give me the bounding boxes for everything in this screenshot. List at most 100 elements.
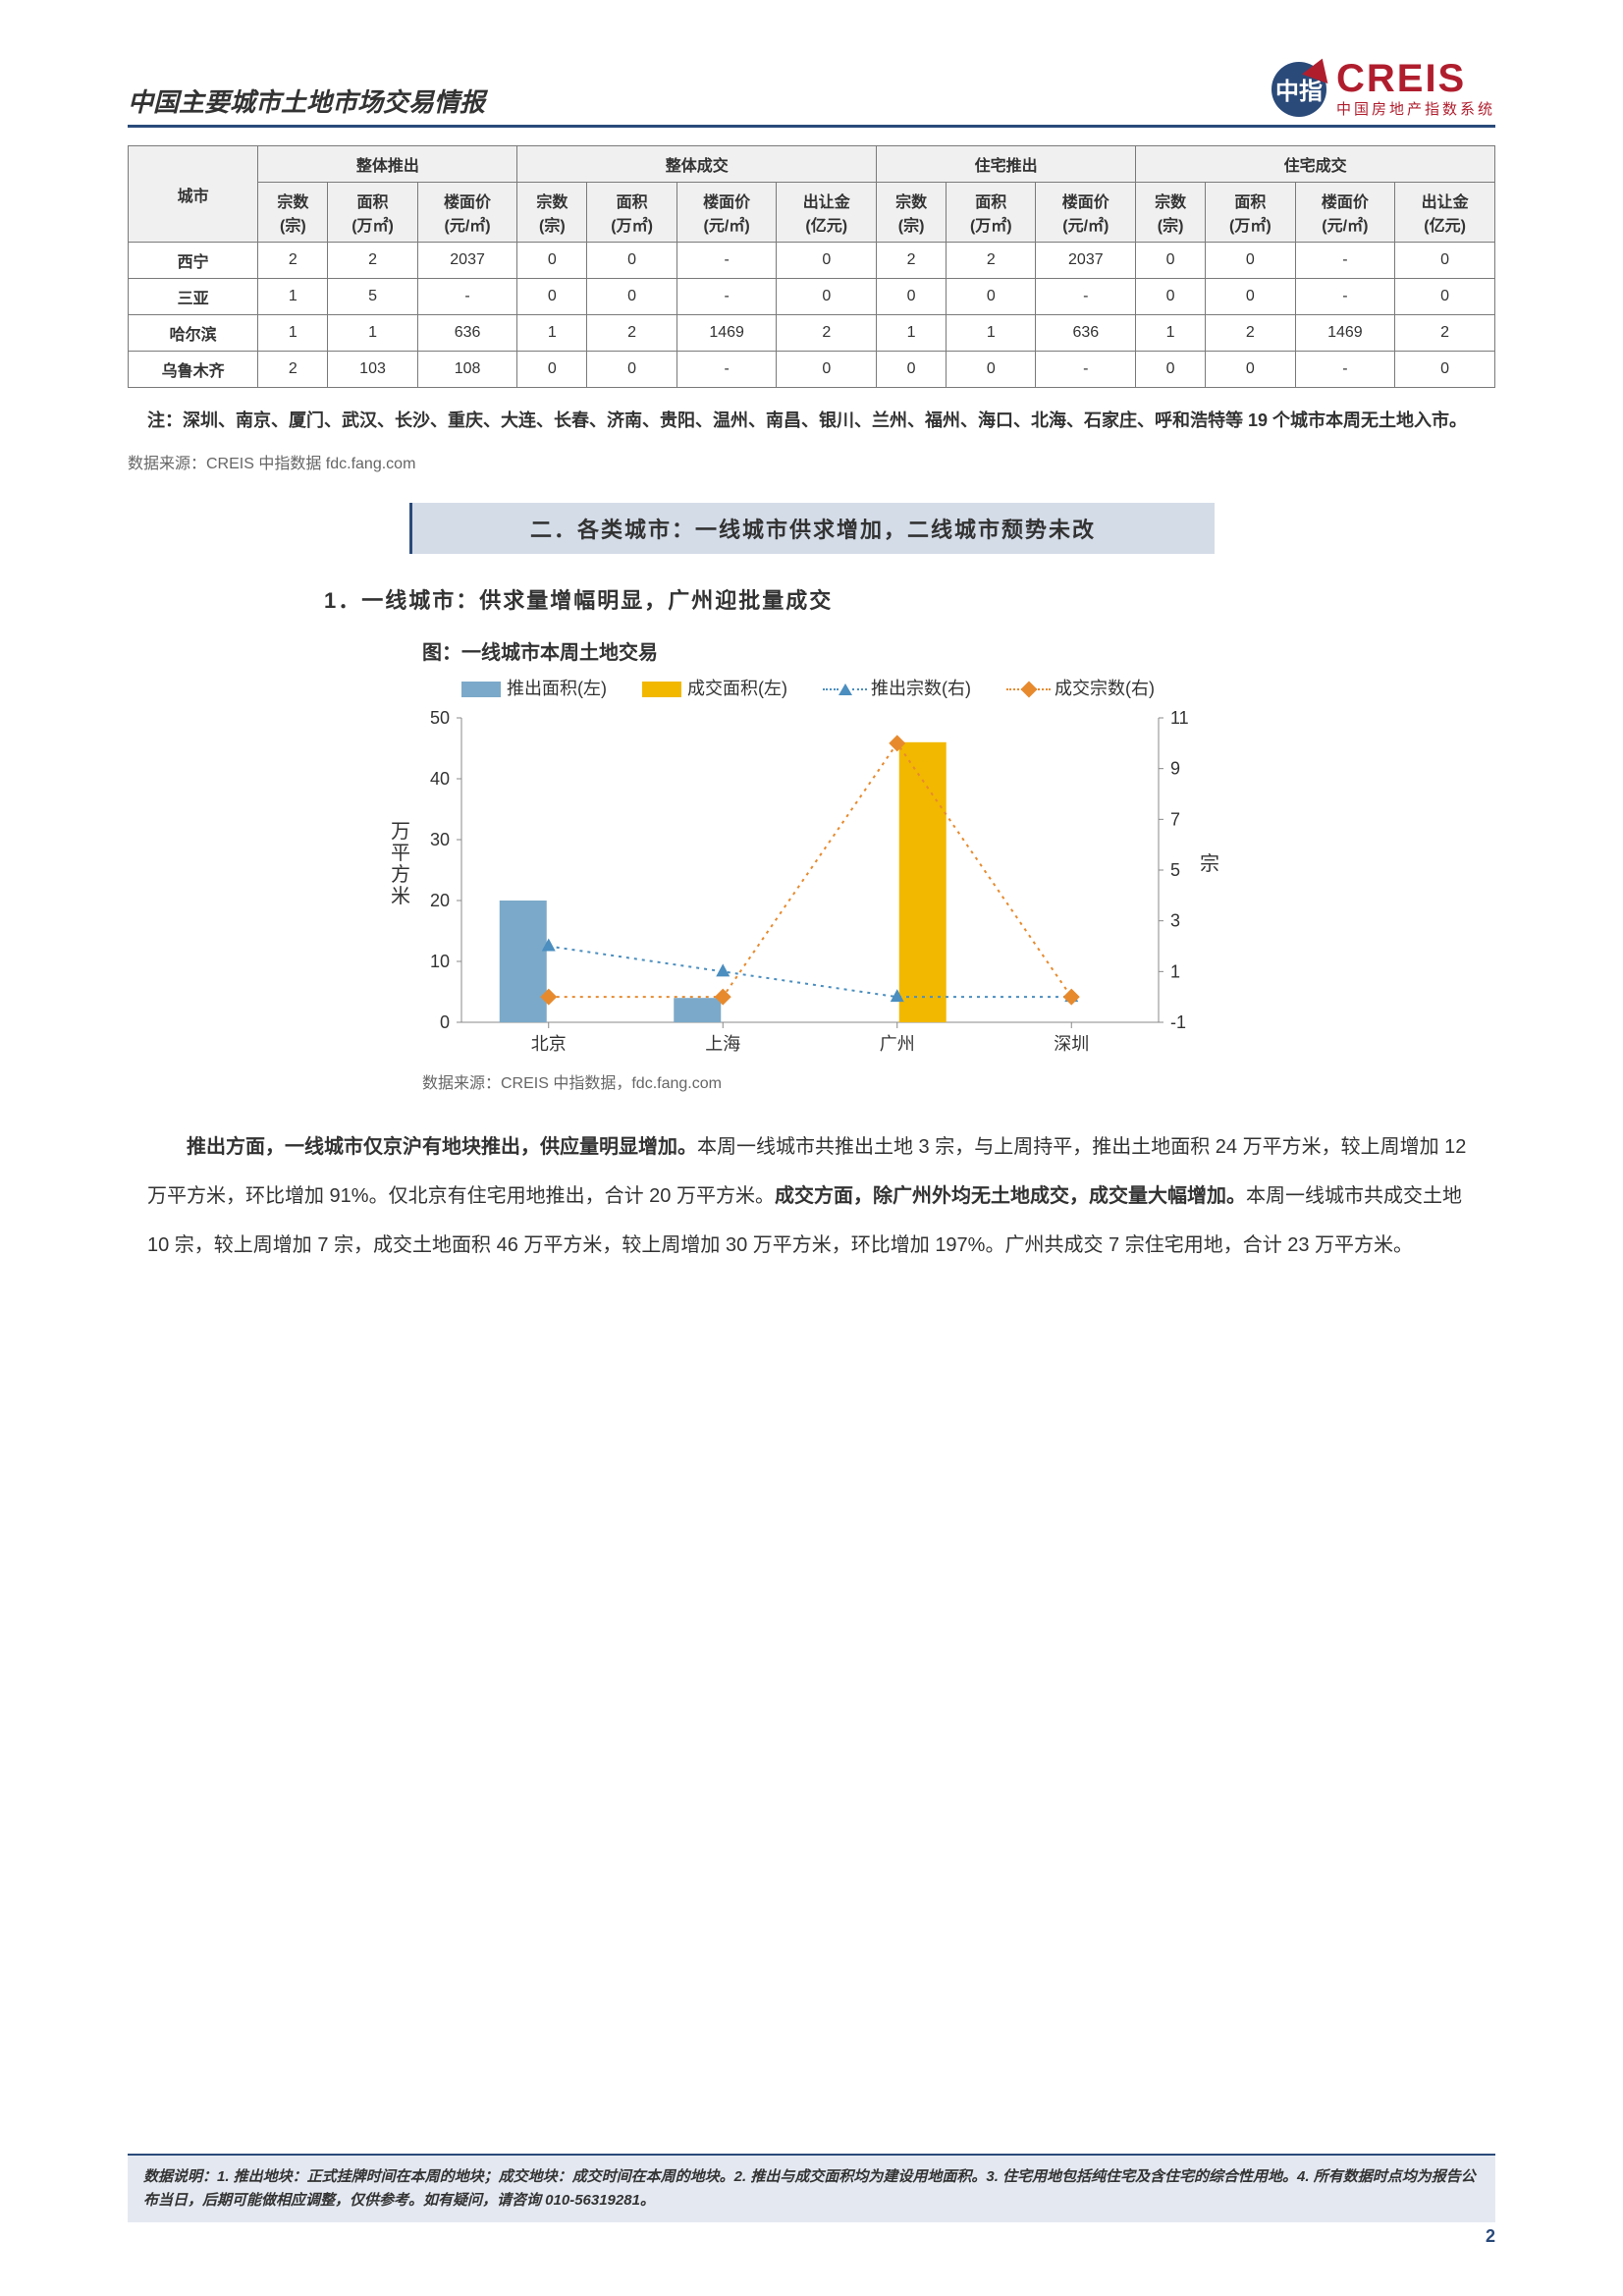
data-cell: 0 [1136, 279, 1206, 315]
data-cell: - [1295, 243, 1395, 279]
table-row: 西宁22203700-022203700-0 [129, 243, 1495, 279]
city-cell: 三亚 [129, 279, 258, 315]
brand-logo: 中指 CREIS 中国房地产指数系统 [1271, 59, 1495, 119]
svg-text:0: 0 [440, 1012, 450, 1032]
table-note: 注：深圳、南京、厦门、武汉、长沙、重庆、大连、长春、济南、贵阳、温州、南昌、银川… [147, 406, 1495, 436]
data-cell: 1 [258, 315, 328, 352]
data-cell: - [676, 243, 777, 279]
city-cell: 西宁 [129, 243, 258, 279]
city-cell: 哈尔滨 [129, 315, 258, 352]
col-header: 楼面价(元/㎡) [676, 183, 777, 243]
data-cell: 1 [328, 315, 417, 352]
data-cell: 1 [1136, 315, 1206, 352]
table-row: 乌鲁木齐210310800-000-00-0 [129, 352, 1495, 388]
svg-text:20: 20 [430, 891, 450, 910]
data-cell: - [1295, 279, 1395, 315]
svg-text:10: 10 [430, 952, 450, 971]
data-cell: 2 [258, 352, 328, 388]
logo-brand: CREIS [1336, 59, 1495, 98]
data-cell: 1 [877, 315, 947, 352]
data-cell: 2 [1395, 315, 1495, 352]
svg-text:7: 7 [1170, 809, 1180, 829]
data-cell: 0 [777, 243, 877, 279]
col-header: 出让金(亿元) [777, 183, 877, 243]
data-cell: 1469 [676, 315, 777, 352]
data-cell: 0 [517, 243, 587, 279]
svg-text:1: 1 [1170, 961, 1180, 981]
data-cell: - [676, 352, 777, 388]
svg-text:30: 30 [430, 830, 450, 849]
svg-text:万平方米: 万平方米 [391, 821, 410, 907]
chart-source: 数据来源：CREIS 中指数据，fdc.fang.com [422, 1069, 1495, 1093]
data-cell: 636 [417, 315, 517, 352]
data-cell: 2037 [1036, 243, 1136, 279]
data-cell: - [676, 279, 777, 315]
svg-text:9: 9 [1170, 758, 1180, 778]
col-header: 出让金(亿元) [1395, 183, 1495, 243]
data-cell: 0 [1206, 352, 1295, 388]
data-cell: 2037 [417, 243, 517, 279]
table-row: 三亚15-00-000-00-0 [129, 279, 1495, 315]
data-cell: 0 [877, 279, 947, 315]
analysis-paragraph: 推出方面，一线城市仅京沪有地块推出，供应量明显增加。本周一线城市共推出土地 3 … [147, 1122, 1476, 1270]
data-cell: 0 [517, 279, 587, 315]
col-header: 宗数(宗) [877, 183, 947, 243]
table-header-row-1: 城市 整体推出 整体成交 住宅推出 住宅成交 [129, 146, 1495, 183]
data-cell: 103 [328, 352, 417, 388]
data-cell: - [1295, 352, 1395, 388]
section-subtitle: 1．一线城市：供求量增幅明显，广州迎批量成交 [324, 583, 1495, 615]
data-cell: 0 [777, 352, 877, 388]
svg-text:40: 40 [430, 769, 450, 789]
logo-subtitle: 中国房地产指数系统 [1336, 98, 1495, 119]
city-cell: 乌鲁木齐 [129, 352, 258, 388]
data-cell: 2 [258, 243, 328, 279]
svg-text:11: 11 [1170, 708, 1189, 728]
data-cell: 0 [877, 352, 947, 388]
logo-mark-icon: 中指 [1271, 62, 1326, 117]
svg-text:宗: 宗 [1200, 852, 1219, 875]
table-row: 哈尔滨116361214692116361214692 [129, 315, 1495, 352]
col-header: 宗数(宗) [1136, 183, 1206, 243]
data-cell: 2 [777, 315, 877, 352]
data-cell: 2 [877, 243, 947, 279]
data-cell: 1 [947, 315, 1036, 352]
data-cell: 1469 [1295, 315, 1395, 352]
land-market-table: 城市 整体推出 整体成交 住宅推出 住宅成交 宗数(宗)面积(万㎡)楼面价(元/… [128, 145, 1495, 388]
table-source: 数据来源：CREIS 中指数据 fdc.fang.com [128, 450, 1495, 473]
legend-push-count: 推出宗数(右) [823, 675, 971, 700]
data-cell: 0 [517, 352, 587, 388]
legend-push-area: 推出面积(左) [461, 675, 607, 700]
legend-deal-count: 成交宗数(右) [1006, 675, 1155, 700]
data-cell: 1 [258, 279, 328, 315]
grp-res-push: 住宅推出 [877, 146, 1136, 183]
data-cell: 0 [587, 279, 676, 315]
chart-legend: 推出面积(左) 成交面积(左) 推出宗数(右) 成交宗数(右) [461, 675, 1495, 700]
data-cell: 0 [1395, 243, 1495, 279]
data-cell: 2 [1206, 315, 1295, 352]
data-cell: 0 [1136, 243, 1206, 279]
report-title: 中国主要城市土地市场交易情报 [128, 82, 485, 119]
data-cell: 2 [587, 315, 676, 352]
col-header: 宗数(宗) [258, 183, 328, 243]
data-cell: 0 [1136, 352, 1206, 388]
grp-overall-deal: 整体成交 [517, 146, 877, 183]
data-cell: 0 [1206, 279, 1295, 315]
data-cell: 2 [947, 243, 1036, 279]
chart-container: 推出面积(左) 成交面积(左) 推出宗数(右) 成交宗数(右) 0 10 20 30 4… [373, 675, 1495, 1062]
col-header: 面积(万㎡) [947, 183, 1036, 243]
svg-text:上海: 上海 [705, 1034, 740, 1054]
col-header: 楼面价(元/㎡) [417, 183, 517, 243]
data-cell: - [417, 279, 517, 315]
col-header: 楼面价(元/㎡) [1295, 183, 1395, 243]
grp-overall-push: 整体推出 [258, 146, 517, 183]
data-cell: 0 [1395, 352, 1495, 388]
svg-text:3: 3 [1170, 910, 1180, 930]
svg-text:广州: 广州 [880, 1034, 915, 1054]
svg-text:50: 50 [430, 708, 450, 728]
data-cell: 1 [517, 315, 587, 352]
section-title: 二．各类城市：一线城市供求增加，二线城市颓势未改 [409, 503, 1215, 554]
data-cell: 0 [947, 279, 1036, 315]
data-cell: 0 [587, 243, 676, 279]
page-footer: 数据说明：1. 推出地块：正式挂牌时间在本周的地块；成交地块：成交时间在本周的地… [128, 2154, 1495, 2247]
col-header: 宗数(宗) [517, 183, 587, 243]
